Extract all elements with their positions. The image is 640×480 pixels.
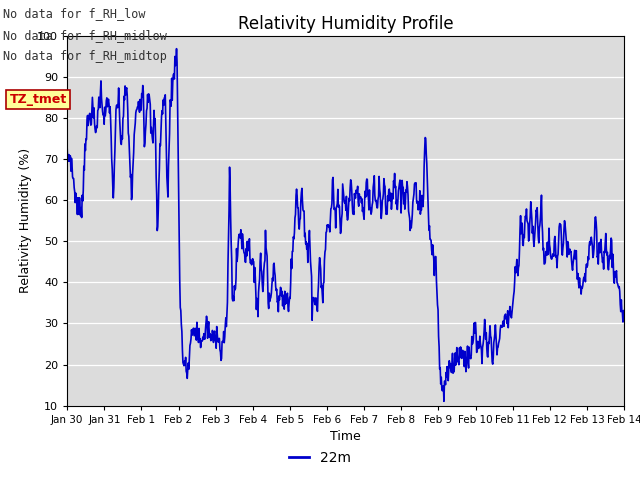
Text: No data for f_RH_midlow: No data for f_RH_midlow: [3, 29, 167, 42]
Text: No data for f_RH_midtop: No data for f_RH_midtop: [3, 50, 167, 63]
Title: Relativity Humidity Profile: Relativity Humidity Profile: [238, 15, 453, 33]
Legend: 22m: 22m: [283, 445, 357, 471]
X-axis label: Time: Time: [330, 430, 361, 443]
Y-axis label: Relativity Humidity (%): Relativity Humidity (%): [19, 148, 31, 293]
Text: No data for f_RH_low: No data for f_RH_low: [3, 7, 146, 20]
Text: TZ_tmet: TZ_tmet: [10, 93, 67, 106]
